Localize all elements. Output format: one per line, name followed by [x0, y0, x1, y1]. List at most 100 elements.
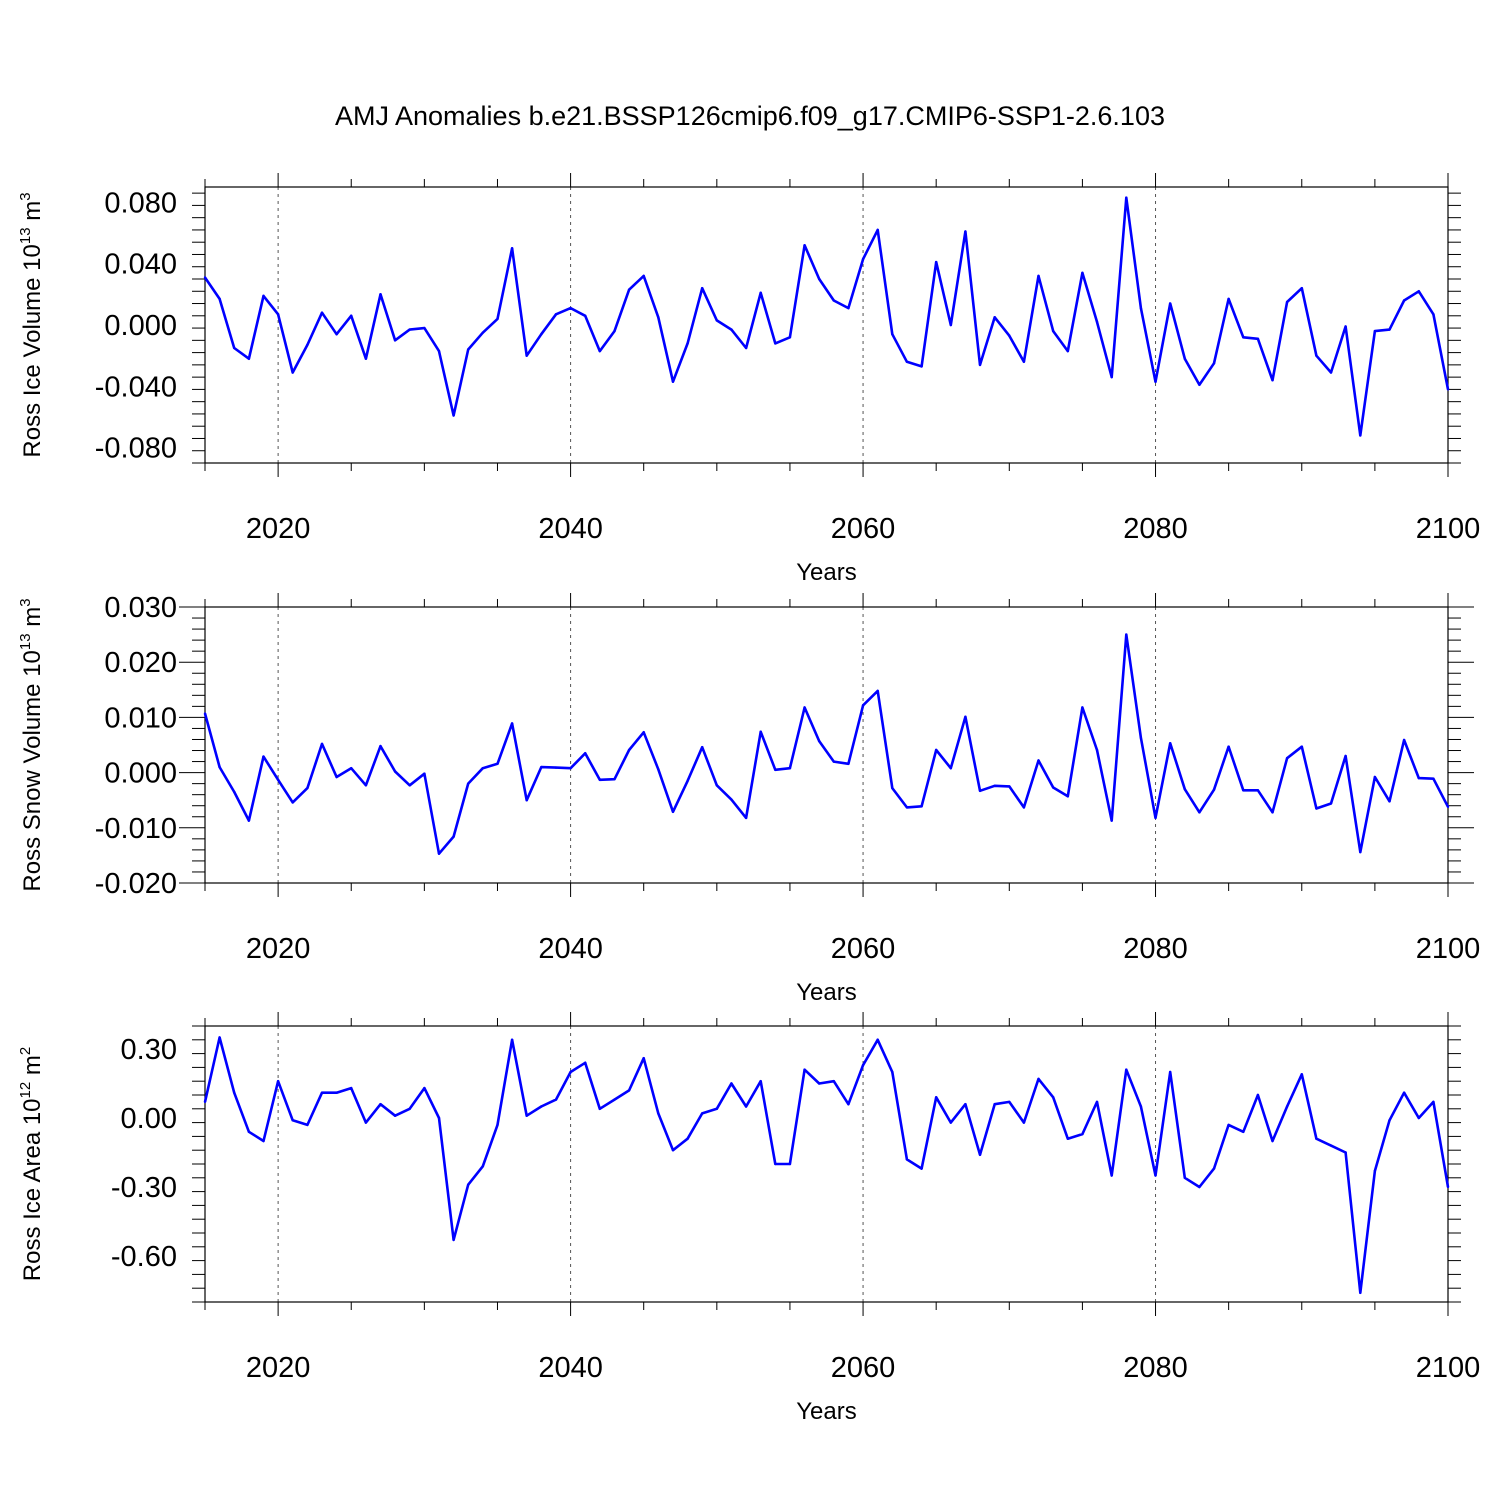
data-point — [481, 1165, 485, 1168]
data-point — [276, 1080, 280, 1083]
x-axis-label: Years — [796, 979, 857, 1006]
data-point — [276, 313, 280, 316]
data-point — [1110, 819, 1113, 822]
series-line — [203, 1036, 1450, 1295]
data-point — [832, 1080, 836, 1083]
data-point — [320, 1091, 324, 1094]
data-point — [1402, 1091, 1406, 1094]
data-point — [218, 765, 221, 769]
data-point — [452, 835, 455, 838]
data-point — [350, 1086, 353, 1090]
data-point — [379, 293, 382, 296]
data-point — [744, 346, 748, 350]
data-point — [320, 311, 324, 314]
y-tick-label: 0.030 — [104, 592, 177, 624]
y-tick-label: -0.010 — [95, 813, 177, 845]
data-point — [1271, 811, 1274, 814]
y-tick-label: 0.00 — [121, 1103, 177, 1135]
data-point — [788, 1162, 792, 1166]
data-point — [467, 782, 470, 785]
x-tick-label: 2080 — [1123, 1352, 1188, 1384]
data-point — [1168, 1070, 1172, 1074]
data-point — [510, 1038, 514, 1042]
data-point — [891, 333, 894, 336]
data-point — [1388, 328, 1391, 331]
data-point — [1008, 334, 1011, 337]
data-point — [291, 801, 294, 804]
data-point — [1154, 1174, 1157, 1177]
data-point — [1446, 1185, 1450, 1189]
data-point — [291, 371, 294, 374]
data-point — [1110, 1174, 1113, 1177]
data-point — [335, 333, 338, 336]
data-point — [554, 313, 558, 316]
data-point — [247, 819, 251, 822]
x-tick-label: 2020 — [246, 513, 311, 545]
data-point — [350, 314, 353, 317]
y-axis-label-unit-exponent: 3 — [17, 192, 34, 200]
data-point — [949, 1121, 952, 1124]
data-point — [598, 349, 602, 353]
data-points — [203, 196, 1450, 437]
data-point — [335, 775, 338, 779]
data-point — [1359, 1291, 1362, 1295]
y-tick-label: -0.020 — [95, 868, 177, 900]
x-tick-label: 2080 — [1123, 933, 1188, 965]
data-point — [203, 1100, 207, 1104]
y-tick-label: -0.040 — [95, 371, 177, 403]
data-point — [1417, 776, 1420, 780]
data-point — [467, 348, 470, 351]
data-point — [964, 1103, 967, 1106]
y-tick-label: 0.040 — [104, 249, 177, 281]
data-point — [1037, 759, 1040, 762]
data-point — [964, 230, 967, 233]
x-tick-label: 2020 — [246, 1352, 311, 1384]
data-point — [598, 1107, 602, 1111]
data-point — [1227, 745, 1230, 748]
data-point — [1008, 1100, 1011, 1104]
data-point — [715, 784, 719, 787]
data-point — [1095, 320, 1099, 324]
data-point — [364, 357, 368, 360]
data-point — [774, 768, 777, 772]
data-point — [335, 1091, 338, 1094]
data-point — [744, 816, 748, 820]
data-point — [861, 257, 865, 261]
data-point — [847, 306, 850, 310]
data-point — [1081, 271, 1084, 275]
data-point — [510, 247, 514, 250]
data-point — [1242, 336, 1245, 339]
data-point — [1402, 738, 1406, 742]
y-axis-label: Ross Snow Volume 1013 m3 — [17, 598, 46, 891]
data-point — [847, 1103, 850, 1106]
y-tick-label: -0.60 — [111, 1241, 177, 1273]
y-axis-label-unit: m — [19, 201, 46, 228]
data-point — [423, 326, 426, 330]
x-axis-label: Years — [796, 1398, 857, 1425]
x-tick-label: 2100 — [1416, 513, 1481, 545]
data-point — [1417, 1116, 1420, 1120]
data-point — [1388, 800, 1391, 803]
data-point — [905, 806, 909, 809]
x-tick-label: 2100 — [1416, 933, 1481, 965]
y-axis-label-exponent: 13 — [17, 633, 34, 650]
data-point — [1212, 362, 1216, 365]
chart-panel-1: 0.080 0.040 0.000 -0.040 -0.080 2020 2040 2060 2… — [17, 173, 1480, 586]
y-axis-label-unit-exponent: 3 — [17, 598, 34, 606]
data-point — [759, 1080, 762, 1083]
data-point — [1300, 1073, 1303, 1076]
data-point — [554, 1098, 558, 1101]
data-point — [861, 1063, 865, 1067]
data-point — [920, 365, 923, 368]
data-point — [803, 244, 806, 247]
data-point — [379, 744, 382, 748]
data-point — [218, 297, 221, 301]
chart-panel-2: 0.030 0.020 0.010 0.000 -0.010 -0.020 2020 2040… — [17, 592, 1480, 1006]
data-point — [1183, 787, 1186, 791]
data-point — [584, 1061, 587, 1065]
data-point — [788, 766, 792, 770]
data-point — [467, 1183, 470, 1186]
data-point — [1066, 1137, 1069, 1140]
data-point — [701, 1112, 704, 1115]
data-point — [569, 766, 572, 770]
